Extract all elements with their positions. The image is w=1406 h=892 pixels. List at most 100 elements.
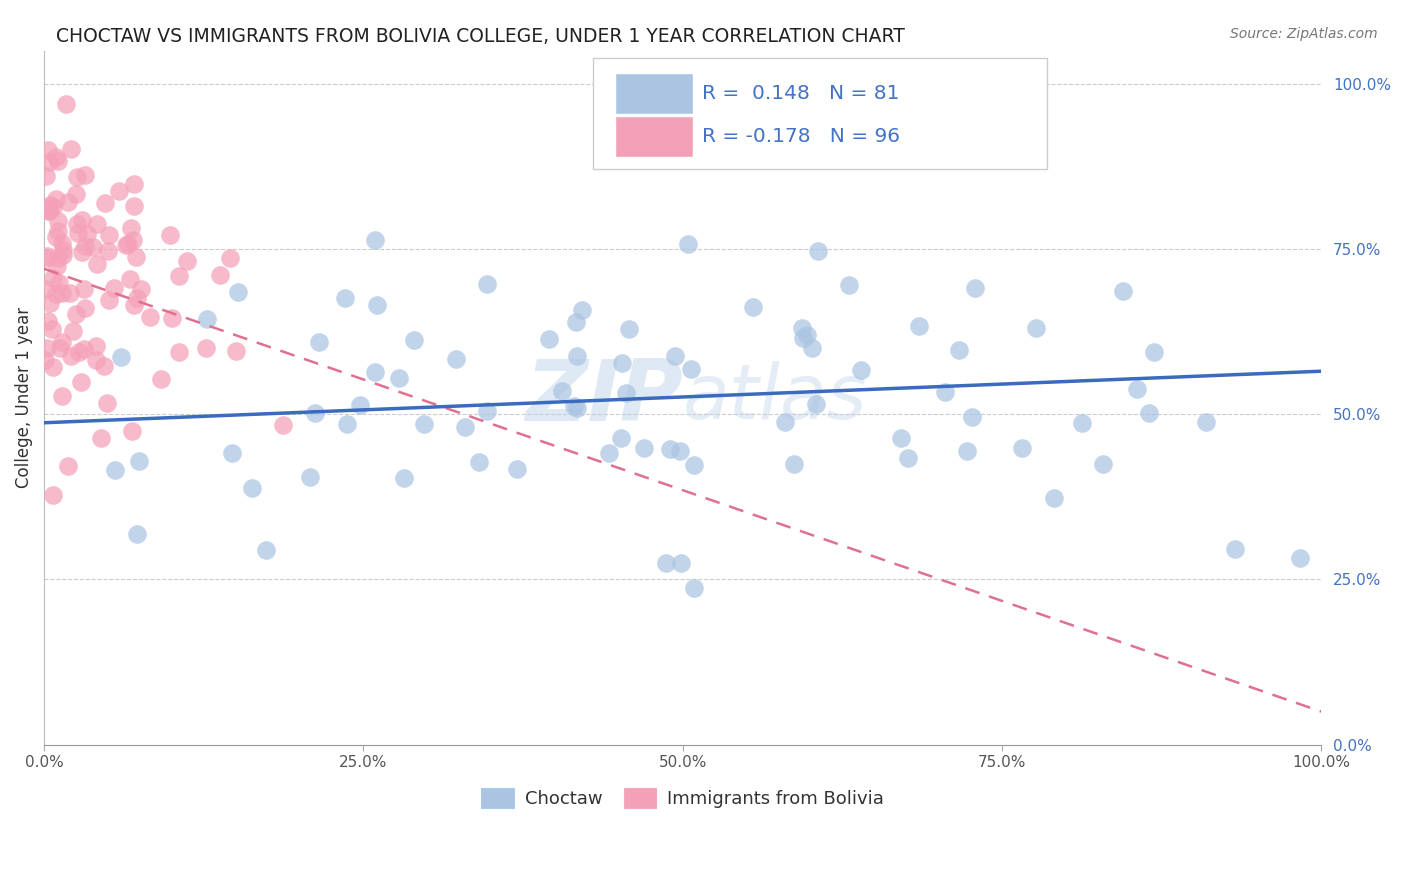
Point	[115, 238, 138, 252]
Point	[46, 214, 69, 228]
Point	[612, 356, 634, 370]
Point	[84, 339, 107, 353]
Point	[741, 300, 763, 314]
Point	[468, 455, 491, 469]
Point	[934, 384, 956, 399]
Point	[783, 458, 806, 472]
Point	[58, 459, 80, 474]
Point	[669, 556, 692, 570]
Point	[52, 248, 75, 262]
Point	[58, 195, 80, 210]
Point	[796, 327, 818, 342]
Point	[167, 345, 190, 359]
Point	[271, 418, 294, 433]
Point	[104, 462, 127, 476]
Point	[93, 359, 115, 373]
Point	[221, 446, 243, 460]
Point	[150, 372, 173, 386]
Point	[45, 230, 67, 244]
Point	[676, 237, 699, 252]
Point	[537, 332, 560, 346]
Point	[775, 415, 797, 429]
Point	[1225, 541, 1247, 556]
Point	[49, 341, 72, 355]
Point	[122, 177, 145, 191]
Point	[122, 233, 145, 247]
Point	[446, 352, 468, 367]
Point	[67, 345, 90, 359]
Point	[48, 251, 70, 265]
Point	[35, 251, 58, 265]
Point	[45, 150, 67, 164]
Point	[131, 282, 153, 296]
Point	[567, 349, 589, 363]
Point	[42, 360, 65, 375]
Point	[51, 389, 73, 403]
Point	[70, 375, 93, 389]
Point	[897, 451, 920, 466]
Point	[52, 244, 75, 258]
Text: CHOCTAW VS IMMIGRANTS FROM BOLIVIA COLLEGE, UNDER 1 YEAR CORRELATION CHART: CHOCTAW VS IMMIGRANTS FROM BOLIVIA COLLE…	[56, 27, 905, 45]
Point	[364, 365, 387, 379]
Point	[45, 192, 67, 206]
Point	[76, 227, 98, 242]
Point	[98, 228, 121, 243]
Point	[118, 271, 141, 285]
Point	[304, 406, 326, 420]
Point	[664, 350, 686, 364]
Point	[34, 283, 56, 297]
Point	[681, 362, 703, 376]
Y-axis label: College, Under 1 year: College, Under 1 year	[15, 307, 32, 488]
Point	[125, 527, 148, 541]
Point	[159, 228, 181, 243]
Point	[1195, 415, 1218, 429]
Point	[38, 155, 60, 169]
Point	[51, 285, 73, 300]
Point	[51, 235, 73, 250]
Point	[806, 397, 828, 411]
Point	[683, 581, 706, 595]
Point	[908, 318, 931, 333]
Point	[60, 142, 83, 156]
Point	[128, 454, 150, 468]
Point	[335, 291, 357, 305]
Point	[62, 324, 84, 338]
Point	[38, 204, 60, 219]
Point	[51, 334, 73, 349]
Point	[70, 212, 93, 227]
Point	[610, 431, 633, 445]
Point	[46, 224, 69, 238]
Point	[48, 276, 70, 290]
Point	[617, 322, 640, 336]
Point	[35, 169, 58, 184]
Point	[38, 295, 60, 310]
Point	[1011, 441, 1033, 455]
Point	[659, 442, 682, 457]
Point	[1112, 284, 1135, 298]
Point	[86, 352, 108, 367]
FancyBboxPatch shape	[616, 117, 692, 156]
Point	[960, 410, 983, 425]
Point	[506, 462, 529, 476]
Point	[454, 420, 477, 434]
Point	[209, 268, 232, 282]
Point	[800, 341, 823, 355]
Point	[807, 244, 830, 259]
Point	[1042, 491, 1064, 506]
Point	[41, 488, 63, 502]
Point	[838, 278, 860, 293]
Point	[75, 238, 97, 252]
Point	[792, 331, 814, 345]
Point	[117, 236, 139, 251]
Point	[633, 442, 655, 456]
Point	[37, 313, 59, 327]
Point	[571, 302, 593, 317]
Point	[948, 343, 970, 357]
Point	[565, 315, 588, 329]
Point	[240, 481, 263, 495]
Point	[59, 286, 82, 301]
Point	[67, 226, 90, 240]
Point	[65, 307, 87, 321]
FancyBboxPatch shape	[593, 58, 1046, 169]
Point	[122, 298, 145, 312]
